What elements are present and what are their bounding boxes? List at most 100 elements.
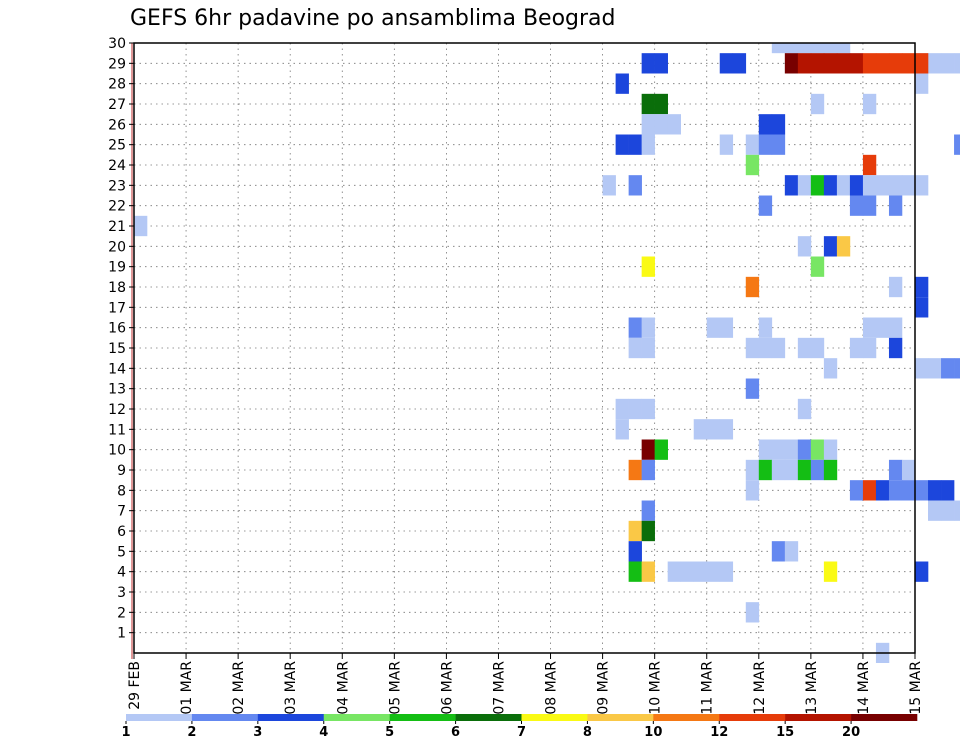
- heatmap-cell: [954, 358, 960, 379]
- y-tick-label: 9: [117, 463, 126, 479]
- heatmap-cell: [667, 114, 681, 135]
- heatmap-cell: [706, 561, 721, 582]
- heatmap-cell: [745, 154, 760, 176]
- heatmap-cell: [641, 134, 655, 155]
- heatmap-cell: [888, 195, 903, 216]
- legend: 1 2 3 4 5 6 7 8 10 12 15 20: [121, 714, 918, 740]
- heatmap-cell: [134, 215, 148, 237]
- heatmap-cell: [745, 459, 760, 481]
- heatmap-cell: [745, 337, 760, 359]
- legend-swatch: [389, 714, 456, 721]
- heatmap-cell: [745, 480, 760, 501]
- y-tick-label: 13: [108, 382, 126, 398]
- heatmap-cell: [628, 398, 642, 420]
- heatmap-cell: [862, 175, 877, 196]
- heatmap-cell: [745, 602, 760, 623]
- heatmap-cell: [797, 337, 812, 359]
- heatmap-cell: [901, 480, 916, 501]
- heatmap-cell: [628, 561, 642, 582]
- legend-swatch: [785, 714, 852, 721]
- heatmap-cell: [628, 317, 642, 338]
- legend-label: 15: [776, 725, 794, 740]
- y-tick-label: 27: [108, 97, 126, 113]
- x-tick-label: 10 MAR: [648, 661, 664, 715]
- heatmap-cell: [628, 520, 642, 542]
- heatmap-cell: [915, 297, 929, 318]
- heatmap-cell: [836, 43, 851, 54]
- heatmap-cell: [941, 480, 955, 501]
- y-tick-label: 30: [108, 36, 126, 52]
- heatmap-cell: [693, 561, 708, 582]
- heatmap-cell: [797, 439, 812, 460]
- heatmap-cell: [901, 53, 916, 74]
- heatmap-cell: [810, 337, 825, 359]
- legend-swatch: [851, 714, 918, 721]
- heatmap-cell: [758, 195, 773, 216]
- heatmap-cell: [888, 317, 903, 338]
- x-axis: 29 FEB 01 MAR 02 MAR 03 MAR 04 MAR 05 MAR 06 M…: [127, 653, 924, 715]
- heatmap-cell: [941, 358, 955, 379]
- heatmap-cell: [615, 73, 629, 94]
- x-tick-label: 14 MAR: [856, 661, 872, 715]
- heatmap-cell: [641, 520, 655, 542]
- heatmap-cell: [797, 236, 812, 257]
- heatmap-cell: [836, 53, 851, 74]
- x-tick-label: 05 MAR: [387, 661, 403, 715]
- heatmap-cell: [615, 398, 629, 420]
- heatmap-cell: [888, 337, 903, 359]
- heatmap-cell: [888, 276, 903, 298]
- heatmap-cell: [745, 378, 760, 399]
- x-tick-label: 29 FEB: [127, 661, 143, 710]
- heatmap-cell: [641, 317, 655, 338]
- heatmap-cell: [641, 114, 655, 135]
- heatmap-cell: [862, 53, 877, 74]
- heatmap-cell: [823, 53, 838, 74]
- heatmap-cell: [823, 358, 838, 379]
- heatmap-cell: [849, 337, 864, 359]
- heatmap-cell: [771, 459, 786, 481]
- heatmap-cell: [862, 154, 877, 176]
- heatmap-cell: [758, 317, 773, 338]
- heatmap-cell: [771, 134, 786, 155]
- heatmap-cell: [810, 175, 825, 196]
- heatmap-cell: [719, 419, 734, 440]
- heatmap-cell: [954, 134, 960, 155]
- heatmap-cell: [667, 561, 681, 582]
- legend-label: 7: [517, 725, 526, 740]
- heatmap-cell: [823, 175, 838, 196]
- heatmap-cell: [654, 93, 668, 115]
- y-tick-label: 22: [108, 199, 126, 215]
- x-tick-label: 12 MAR: [752, 661, 768, 715]
- heatmap-cell: [641, 561, 655, 582]
- frame-layer: [131, 42, 916, 659]
- heatmap-cell: [915, 276, 929, 298]
- y-tick-label: 18: [108, 280, 126, 296]
- heatmap-cell: [771, 43, 786, 54]
- heatmap-cell: [823, 459, 838, 481]
- y-tick-label: 28: [108, 77, 126, 93]
- heatmap-cell: [641, 337, 655, 359]
- heatmap-cell: [641, 398, 655, 420]
- legend-label: 10: [644, 725, 662, 740]
- x-tick-label: 03 MAR: [283, 661, 299, 715]
- x-tick-label: 11 MAR: [700, 661, 716, 715]
- legend-swatch: [587, 714, 654, 721]
- legend-label: 5: [385, 725, 394, 740]
- heatmap-cell: [928, 358, 942, 379]
- heatmap-cell: [628, 134, 642, 155]
- x-tick-label: 01 MAR: [179, 661, 195, 715]
- heatmap-cell: [706, 419, 721, 440]
- heatmap-cell: [758, 114, 773, 135]
- heatmap-cell: [810, 459, 825, 481]
- legend-swatch: [126, 714, 193, 721]
- y-tick-label: 4: [117, 565, 126, 581]
- heatmap-cell: [628, 337, 642, 359]
- heatmap-cell: [771, 439, 786, 460]
- heatmap-cell: [941, 53, 955, 74]
- heatmap-cell: [823, 236, 838, 257]
- heatmap-cell: [915, 480, 929, 501]
- heatmap-cell: [888, 459, 903, 481]
- heatmap-cell: [928, 500, 942, 521]
- heatmap-cell: [615, 419, 629, 440]
